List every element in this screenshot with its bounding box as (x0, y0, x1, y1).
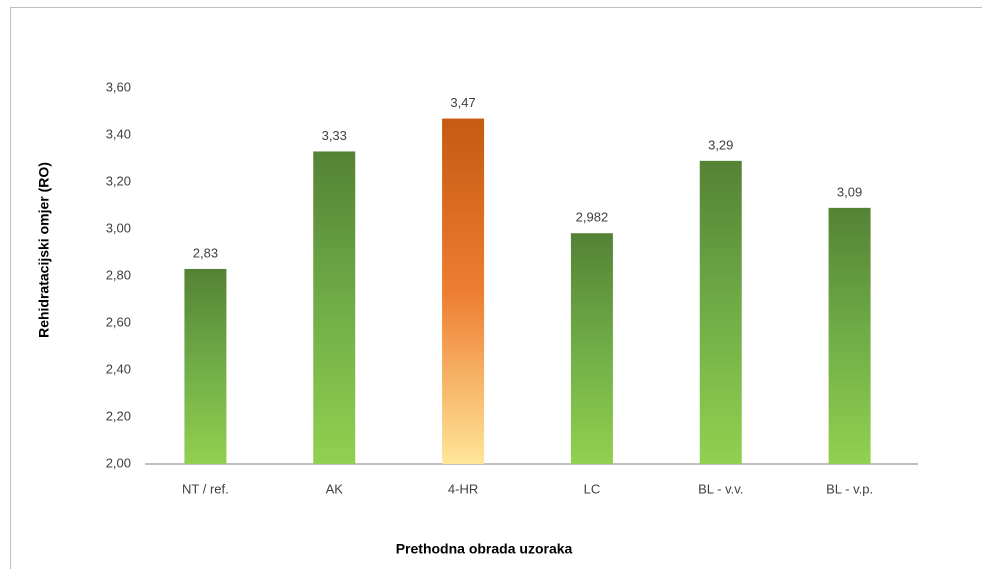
bar (313, 151, 356, 464)
chart-frame (10, 7, 982, 569)
y-tick-label: 3,40 (106, 126, 131, 141)
y-tick-label: 2,00 (106, 455, 131, 470)
data-label: 3,33 (322, 128, 347, 143)
y-tick-label: 2,20 (106, 408, 131, 423)
bar (828, 207, 871, 464)
y-tick-label: 3,20 (106, 173, 131, 188)
bar (184, 268, 227, 464)
bar (699, 160, 742, 464)
x-tick-label: BL - v.p. (826, 481, 873, 496)
data-label: 3,09 (837, 184, 862, 199)
y-tick-label: 2,60 (106, 314, 131, 329)
data-label: 2,982 (576, 210, 609, 225)
data-label: 3,47 (450, 95, 475, 110)
x-tick-label: 4-HR (448, 481, 478, 496)
x-axis-title: Prethodna obrada uzoraka (396, 541, 573, 557)
y-tick-label: 2,40 (106, 361, 131, 376)
data-label: 2,83 (193, 245, 218, 260)
x-tick-label: AK (326, 481, 344, 496)
bar (442, 118, 485, 465)
x-tick-label: BL - v.v. (698, 481, 743, 496)
bar (570, 233, 613, 464)
y-tick-label: 3,60 (106, 79, 131, 94)
x-tick-label: NT / ref. (182, 481, 229, 496)
x-tick-label: LC (584, 481, 601, 496)
y-tick-label: 3,00 (106, 220, 131, 235)
data-label: 3,29 (708, 137, 733, 152)
y-axis-title: Rehidratacijski omjer (RO) (36, 162, 52, 338)
y-tick-label: 2,80 (106, 267, 131, 282)
